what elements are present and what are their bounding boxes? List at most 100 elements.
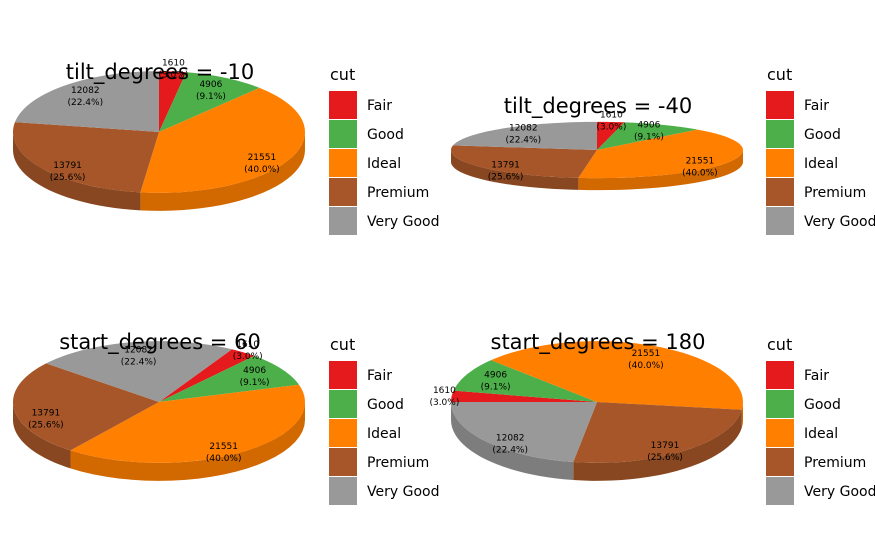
slice-value-label: 21551 [248, 153, 277, 163]
legend-label-very-good: Very Good [367, 484, 439, 500]
legend-title: cut [330, 335, 355, 354]
pie-slice-fair [597, 121, 625, 150]
slice-value-label: 13791 [651, 441, 680, 451]
slice-value-label: 13791 [491, 160, 520, 170]
pie-slice-ideal [140, 87, 305, 193]
slice-percent-label: (40.0%) [682, 169, 718, 179]
legend-label-good: Good [804, 397, 841, 413]
slice-percent-label: (3.0%) [596, 123, 626, 133]
slice-value-label: 21551 [209, 442, 238, 452]
pie-labels: 1610 (3.0%) 4906 (9.1%) 21551 (40.0%) 13791 (25… [50, 58, 280, 183]
pie-slice-good [453, 360, 597, 402]
pie-slice-premium [451, 145, 597, 178]
pie-top [13, 71, 305, 193]
pie-side-ideal [741, 402, 743, 428]
pie-slice-very-good [14, 71, 160, 132]
slice-percent-label: (9.1%) [196, 92, 226, 102]
slice-percent-label: (9.1%) [634, 133, 664, 143]
legend-swatch-premium [766, 448, 794, 476]
slice-percent-label: (40.0%) [628, 361, 664, 371]
slice-value-label: 12082 [496, 434, 525, 444]
legend-label-ideal: Ideal [804, 426, 838, 442]
legend-title: cut [767, 335, 792, 354]
legend-swatch-fair [329, 361, 357, 389]
pie-panel-1: 1610 (3.0%) 4906 (9.1%) 21551 (40.0%) 13791 (25… [13, 58, 439, 235]
legend-label-premium: Premium [804, 455, 866, 471]
legend-swatch-fair [329, 91, 357, 119]
slice-percent-label: (40.0%) [206, 454, 242, 464]
slice-percent-label: (3.0%) [233, 352, 263, 362]
slice-percent-label: (9.1%) [481, 382, 511, 392]
legend-label-fair: Fair [367, 98, 392, 114]
slice-value-label: 4906 [199, 80, 222, 90]
legend-swatch-very-good [329, 207, 357, 235]
legend-swatch-good [329, 390, 357, 418]
legend-swatch-ideal [766, 149, 794, 177]
legend-swatch-ideal [329, 419, 357, 447]
legend-label-ideal: Ideal [367, 426, 401, 442]
legend-swatch-very-good [766, 477, 794, 505]
slice-percent-label: (25.6%) [488, 172, 524, 182]
pie-slice-good [597, 122, 698, 150]
legend-swatch-premium [766, 178, 794, 206]
slice-percent-label: (3.0%) [429, 398, 459, 408]
pie-top [451, 341, 743, 463]
legend-label-very-good: Very Good [804, 484, 875, 500]
legend-label-fair: Fair [367, 368, 392, 384]
pie-sides [13, 402, 305, 481]
pie-side-premium [451, 150, 579, 190]
pie-sides [451, 150, 743, 191]
slice-value-label: 4906 [637, 121, 660, 131]
slice-value-label: 21551 [632, 349, 661, 359]
pie-slice-fair [159, 349, 255, 402]
legend-swatch-good [766, 120, 794, 148]
pie-panel-4: 1610 (3.0%) 4906 (9.1%) 21551 (40.0%) 13791 (25… [429, 330, 875, 505]
slice-percent-label: (22.4%) [67, 98, 103, 108]
slice-value-label: 13791 [53, 161, 82, 171]
legend-swatch-ideal [329, 149, 357, 177]
legend-swatch-premium [329, 448, 357, 476]
slice-percent-label: (25.6%) [28, 420, 64, 430]
legend-label-good: Good [804, 127, 841, 143]
pie-panel-3: 1610 (3.0%) 4906 (9.1%) 21551 (40.0%) 13791 (25… [13, 330, 439, 505]
pie-sides [13, 132, 305, 211]
pie-slice-very-good [46, 341, 233, 402]
legend-swatch-good [329, 120, 357, 148]
pie-side-ideal [140, 132, 305, 211]
slice-percent-label: (22.4%) [505, 135, 541, 145]
legend-label-very-good: Very Good [804, 214, 875, 230]
chart-title: start_degrees = 60 [59, 330, 261, 355]
slice-percent-label: (25.6%) [647, 453, 683, 463]
legend: cut Fair Good Ideal Premium Very Good [329, 335, 439, 505]
legend-swatch-fair [766, 91, 794, 119]
legend-label-ideal: Ideal [804, 156, 838, 172]
pie-slice-ideal [70, 384, 305, 463]
legend-label-premium: Premium [367, 185, 429, 201]
pie-top [13, 341, 305, 463]
slice-percent-label: (9.1%) [240, 378, 270, 388]
legend-title: cut [767, 65, 792, 84]
slice-value-label: 21551 [686, 157, 715, 167]
pie-side-premium [573, 409, 742, 481]
legend-label-fair: Fair [804, 98, 829, 114]
legend-title: cut [330, 65, 355, 84]
slice-value-label: 12082 [509, 123, 538, 133]
slice-percent-label: (3.0%) [158, 70, 188, 80]
pie-slice-premium [13, 122, 159, 193]
legend-label-fair: Fair [804, 368, 829, 384]
legend-swatch-good [766, 390, 794, 418]
slice-value-label: 1610 [600, 111, 623, 121]
pie-slice-ideal [578, 129, 743, 179]
legend-label-good: Good [367, 127, 404, 143]
pie-slice-fair [451, 390, 597, 402]
slice-value-label: 1610 [433, 386, 456, 396]
legend-swatch-very-good [766, 207, 794, 235]
legend: cut Fair Good Ideal Premium Very Good [329, 65, 439, 235]
legend-label-ideal: Ideal [367, 156, 401, 172]
slice-percent-label: (22.4%) [492, 446, 528, 456]
pie-top [451, 121, 743, 179]
slice-percent-label: (40.0%) [244, 165, 280, 175]
legend-swatch-very-good [329, 477, 357, 505]
chart-title: tilt_degrees = -40 [504, 94, 692, 119]
